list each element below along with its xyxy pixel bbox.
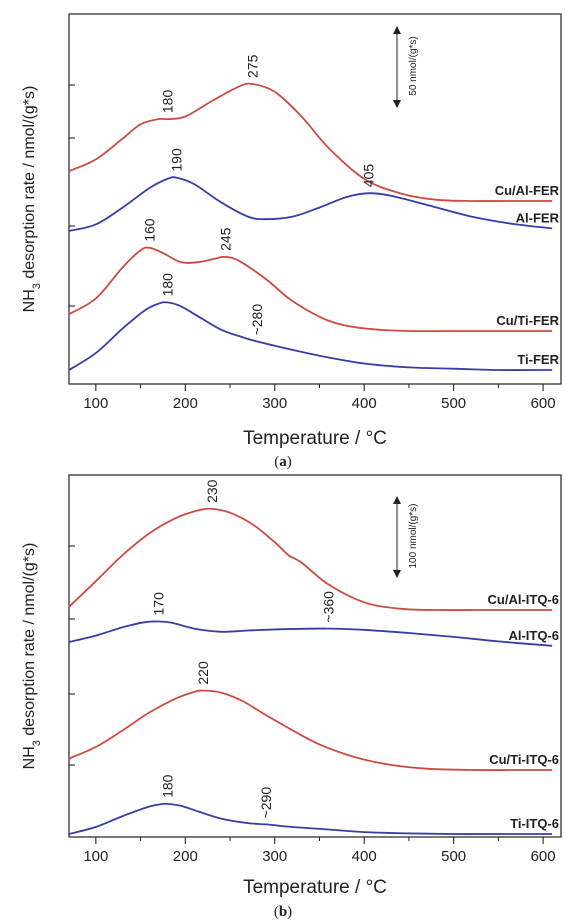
series-label: Ti-ITQ-6 xyxy=(510,816,559,831)
series-line-ti-fer xyxy=(68,301,553,371)
x-axis-label-a: Temperature / °C xyxy=(243,428,387,449)
x-tick-label: 400 xyxy=(352,395,377,412)
series-line-al-fer xyxy=(68,176,553,232)
peak-label: 220 xyxy=(195,661,211,685)
series-line-cu-al-itq-6 xyxy=(68,507,553,611)
series-line-cu-ti-itq-6 xyxy=(68,689,553,771)
peak-label: 180 xyxy=(159,90,175,114)
series-label: Al-FER xyxy=(516,210,560,225)
peak-label: 405 xyxy=(361,164,377,188)
scale-arrow-bottom-a xyxy=(393,100,401,108)
peak-label: 180 xyxy=(159,273,175,297)
plot-frame-a xyxy=(68,13,562,385)
scale-arrow-bottom-b xyxy=(393,570,401,578)
scale-bar-a: 50 nmol/(g*s) xyxy=(393,26,419,108)
x-tick-label: 300 xyxy=(262,848,287,865)
plot-frame-b xyxy=(68,474,562,838)
scale-bar-b: 100 nmol/(g*s) xyxy=(393,496,419,578)
x-tick-label: 200 xyxy=(173,395,198,412)
x-tick-label: 500 xyxy=(441,848,466,865)
series-line-ti-itq-6 xyxy=(68,802,553,835)
peak-label: ~360 xyxy=(320,591,336,623)
x-tick-label: 500 xyxy=(441,395,466,412)
peak-label: 170 xyxy=(151,592,167,616)
peak-label: 180 xyxy=(159,774,175,798)
x-tick-label: 600 xyxy=(531,848,556,865)
x-tick-label: 100 xyxy=(83,848,108,865)
x-tick-label: 600 xyxy=(531,395,556,412)
series-label: Cu/Al-ITQ-6 xyxy=(488,592,560,607)
scale-arrow-top-b xyxy=(393,496,401,504)
x-tick-label: 400 xyxy=(352,848,377,865)
x-tick-label: 100 xyxy=(83,395,108,412)
series-line-al-itq-6 xyxy=(68,620,553,647)
series-label: Cu/Al-FER xyxy=(495,183,560,198)
series-label: Cu/Ti-ITQ-6 xyxy=(489,752,559,767)
peak-label: 275 xyxy=(244,54,260,78)
series-label: Cu/Ti-FER xyxy=(496,313,559,328)
scale-arrow-top-a xyxy=(393,26,401,34)
peak-label: 160 xyxy=(142,218,158,242)
y-axis-label-a: NH3 desorption rate / nmol/(g*s) xyxy=(21,86,43,313)
scale-bar-text-b: 100 nmol/(g*s) xyxy=(408,503,419,568)
panel-label-b: (b) xyxy=(274,904,292,920)
y-axis-label-b: NH3 desorption rate / nmol/(g*s) xyxy=(21,543,43,770)
x-tick-label: 200 xyxy=(173,848,198,865)
peak-label: ~290 xyxy=(258,787,274,819)
peak-label: ~280 xyxy=(249,304,265,336)
series-line-cu-al-fer xyxy=(68,82,553,202)
series-line-cu-ti-fer xyxy=(68,246,553,333)
peak-label: 190 xyxy=(168,148,184,172)
panel-b: NH3 desorption rate / nmol/(g*s) Tempera… xyxy=(21,474,562,920)
series-label: Al-ITQ-6 xyxy=(508,628,559,643)
scale-bar-text-a: 50 nmol/(g*s) xyxy=(408,36,419,95)
panel-a: NH3 desorption rate / nmol/(g*s) Tempera… xyxy=(21,13,562,470)
x-axis-label-b: Temperature / °C xyxy=(243,877,387,898)
peak-label: 245 xyxy=(218,227,234,251)
series-label: Ti-FER xyxy=(517,352,559,367)
peak-label: 230 xyxy=(204,479,220,503)
panel-label-a: (a) xyxy=(274,454,292,470)
x-tick-label: 300 xyxy=(262,395,287,412)
